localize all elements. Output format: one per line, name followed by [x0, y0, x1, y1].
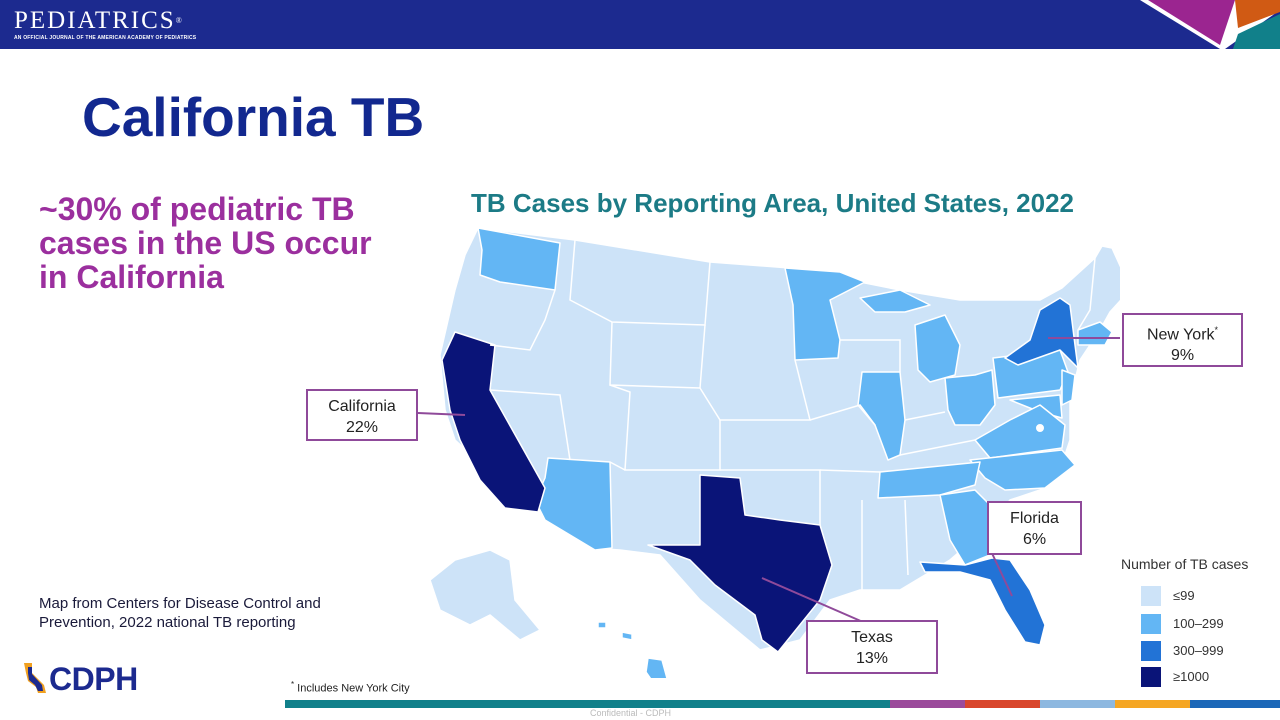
callout-florida-pct: 6%: [1022, 531, 1047, 548]
confidential-label: Confidential - CDPH: [590, 708, 672, 718]
legend-label: ≥1000: [1173, 669, 1210, 684]
state-hawaii-islands-2: [621, 631, 633, 641]
slide-title: California TB: [82, 86, 425, 148]
footnote-text: Includes New York City: [294, 682, 410, 695]
corner-graphic-icon: [1140, 0, 1280, 49]
header-bar: PEDIATRICS® AN OFFICIAL JOURNAL OF THE A…: [0, 0, 1280, 49]
state-ohio: [944, 369, 996, 426]
state-illinois: [857, 371, 906, 461]
cdph-logo-text: CDPH: [49, 661, 138, 697]
legend-swatch: [1141, 586, 1161, 606]
state-arizona: [534, 457, 613, 551]
bottom-color-bar: [285, 700, 890, 708]
callout-new-york-pct: 9%: [1170, 347, 1195, 365]
logo-text: PEDIATRICS: [14, 7, 176, 34]
state-michigan-up: [859, 289, 931, 313]
callout-florida-name: Florida: [1010, 510, 1059, 527]
us-tb-map: [417, 227, 1120, 678]
state-hawaii: [645, 657, 668, 678]
california-leader-line: [417, 412, 466, 416]
state-michigan: [914, 314, 961, 383]
callout-florida: Florida 6%: [987, 501, 1082, 555]
callout-california: California 22%: [306, 389, 418, 441]
florida-leader-line: [989, 548, 1013, 597]
map-source-note: Map from Centers for Disease Control and…: [39, 595, 321, 631]
state-new-jersey: [1061, 369, 1076, 406]
state-new-york: [1004, 297, 1079, 369]
legend-label: 300–999: [1173, 643, 1224, 658]
bottom-color-bar-segment: [1115, 700, 1190, 708]
state-tennessee: [877, 461, 981, 499]
bottom-color-bar-segment: [1040, 700, 1115, 708]
state-florida: [919, 557, 1046, 646]
state-texas: [647, 474, 833, 653]
state-hawaii-islands: [597, 621, 607, 629]
callout-texas: Texas 13%: [806, 620, 938, 674]
legend-swatch: [1141, 641, 1161, 661]
state-borders: [489, 239, 1096, 595]
state-alaska: [429, 549, 541, 641]
footnote: * Includes New York City: [291, 680, 410, 695]
callout-texas-name: Texas: [851, 629, 893, 646]
bottom-color-bar-segment: [1190, 700, 1280, 708]
callout-new-york: New York* 9%: [1122, 313, 1243, 367]
legend-label: 100–299: [1173, 616, 1224, 631]
texas-leader-line: [761, 577, 864, 623]
legend-swatch: [1141, 667, 1161, 687]
callout-new-york-mark: *: [1214, 325, 1219, 335]
callout-new-york-name: New York: [1146, 326, 1215, 344]
legend-label: ≤99: [1173, 588, 1195, 603]
legend-title: Number of TB cases: [1121, 556, 1249, 572]
state-north-carolina: [969, 449, 1076, 491]
pediatrics-logo: PEDIATRICS® AN OFFICIAL JOURNAL OF THE A…: [14, 7, 197, 42]
bottom-color-bar-segment: [965, 700, 1040, 708]
map-title: TB Cases by Reporting Area, United State…: [471, 188, 1075, 218]
california-logo-icon: [24, 663, 46, 693]
state-washington: [477, 227, 561, 291]
callout-texas-pct: 13%: [855, 650, 889, 667]
registered-mark: ®: [175, 16, 182, 25]
state-california: [441, 331, 546, 513]
key-statistic: ~30% of pediatric TB cases in the US occ…: [39, 191, 372, 295]
legend-swatch: [1141, 614, 1161, 634]
callout-california-name: California: [328, 398, 396, 415]
bottom-color-bar-segment: [890, 700, 965, 708]
logo-subtitle: AN OFFICIAL JOURNAL OF THE AMERICAN ACAD…: [14, 35, 197, 41]
dc-dot: [1034, 422, 1046, 434]
footnote-mark: *: [291, 680, 295, 689]
callout-california-pct: 22%: [345, 419, 379, 436]
